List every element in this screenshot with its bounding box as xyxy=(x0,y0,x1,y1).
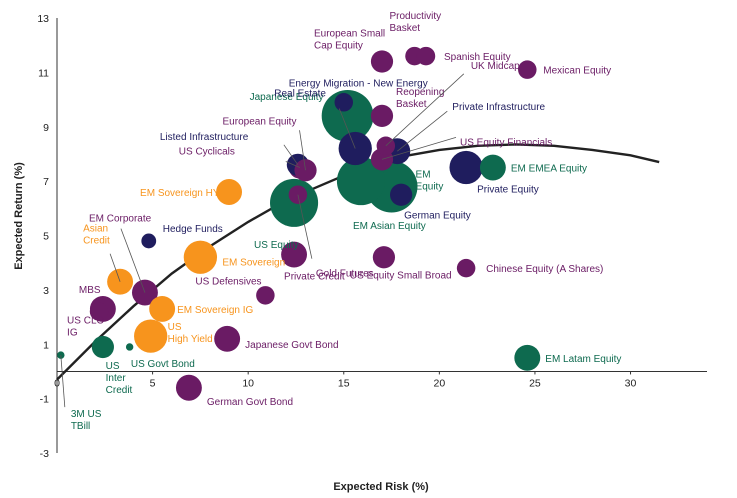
label-em-latam-equity: EM Latam Equity xyxy=(545,354,621,365)
point-us-high-yield xyxy=(134,319,168,353)
leader-line xyxy=(397,110,448,152)
label-us-equity-financials: US Equity Financials xyxy=(460,137,552,148)
leader-line xyxy=(381,136,457,160)
x-tick-label: 10 xyxy=(242,377,254,389)
points-layer xyxy=(57,46,541,401)
label-3m-us-tbill: 3M US TBill xyxy=(71,409,102,432)
point-german-equity xyxy=(390,183,413,206)
point-asian-credit xyxy=(107,268,134,295)
label-us-high-yield: US High Yield xyxy=(168,322,213,345)
point-spanish-equity xyxy=(416,46,436,66)
point-energy-migration-new-energy xyxy=(334,93,354,112)
point-em-sovereign xyxy=(183,240,218,274)
leader-line xyxy=(338,108,356,149)
label-reopening-basket: Reopening Basket xyxy=(396,87,444,110)
label-em-asian-equity: EM Asian Equity xyxy=(353,221,426,232)
point-hedge-funds xyxy=(141,233,157,249)
point-us-equity-small-broad xyxy=(372,246,396,269)
label-us-cyclicals: US Cyclicals xyxy=(179,147,235,158)
label-em-corporate: EM Corporate xyxy=(89,214,152,225)
label-em-sovereign-hy: EM Sovereign HY xyxy=(140,188,220,199)
y-tick-label: -1 xyxy=(40,394,49,406)
point-us-defensives xyxy=(256,286,275,305)
point-us-inter-credit xyxy=(125,343,134,351)
label-us-equity-small-broad: US Equity Small Broad xyxy=(350,270,452,281)
point-mexican-equity xyxy=(518,60,537,79)
label-mbs: MBS xyxy=(79,285,101,296)
point-em-sovereign-hy xyxy=(216,179,243,205)
leader-line xyxy=(109,253,121,282)
leader-line xyxy=(297,194,313,259)
label-em-sovereign-ig: EM Sovereign IG xyxy=(177,305,253,316)
label-private-infrastructure: Private Infrastructure xyxy=(452,102,545,113)
label-european-small-cap-equity: European Small Cap Equity xyxy=(314,29,385,52)
label-em-equity: EM Equity xyxy=(416,170,444,193)
x-axis-title: Expected Risk (%) xyxy=(333,481,429,493)
y-axis-title: Expected Return (%) xyxy=(13,162,25,270)
label-real-estate: Real Estate xyxy=(274,89,326,100)
label-private-credit: Private Credit xyxy=(284,272,345,283)
x-tick-label: 5 xyxy=(150,377,156,389)
label-us-govt-bond: US Govt Bond xyxy=(131,359,195,370)
x-tick-label: 20 xyxy=(434,377,446,389)
label-us-defensives: US Defensives xyxy=(195,276,261,287)
y-tick-label: 5 xyxy=(43,231,49,243)
point-em-emea-equity xyxy=(479,154,506,181)
label-spanish-equity: Spanish Equity xyxy=(444,52,511,63)
leader-line xyxy=(283,144,299,166)
label-asian-credit: Asian Credit xyxy=(83,224,110,247)
label-hedge-funds: Hedge Funds xyxy=(163,224,223,235)
point-em-asian-equity xyxy=(336,157,386,206)
label-chinese-equity-a-shares: Chinese Equity (A Shares) xyxy=(486,264,603,275)
label-gold-futures: Gold Futures xyxy=(316,269,374,280)
leader-line xyxy=(299,130,306,171)
leader-line xyxy=(120,228,146,293)
point-japanese-govt-bond xyxy=(214,325,241,352)
point-german-govt-bond xyxy=(175,374,202,401)
label-mexican-equity: Mexican Equity xyxy=(543,66,611,77)
label-japanese-equity: Japanese Equity xyxy=(250,92,324,103)
point-us-clo-ig xyxy=(89,302,109,321)
label-german-equity: German Equity xyxy=(404,211,471,222)
point-private-equity xyxy=(449,150,483,185)
x-tick-label: 25 xyxy=(529,377,541,389)
label-us-clo-ig: US CLO IG xyxy=(67,316,104,339)
y-tick-label: -3 xyxy=(40,448,49,460)
leader-line xyxy=(60,355,66,408)
label-energy-migration-new-energy: Energy Migration - New Energy xyxy=(289,78,428,89)
leader-line xyxy=(385,73,465,147)
label-japanese-govt-bond: Japanese Govt Bond xyxy=(245,340,338,351)
x-tick-label: 30 xyxy=(625,377,637,389)
label-european-equity: European Equity xyxy=(223,116,297,127)
y-tick-label: 7 xyxy=(43,176,49,188)
point-chinese-equity-a-shares xyxy=(456,258,476,278)
label-uk-midcap: UK Midcap xyxy=(471,61,520,72)
label-listed-infrastructure: Listed Infrastructure xyxy=(160,132,249,143)
y-tick-label: 13 xyxy=(37,13,49,25)
label-productivity-basket: Productivity Basket xyxy=(390,11,442,34)
point-us-govt-bond xyxy=(91,335,114,359)
x-tick-label: 0 xyxy=(54,377,60,389)
label-us-equity: US Equity xyxy=(254,240,298,251)
y-tick-label: 11 xyxy=(38,67,49,79)
label-em-sovereign: EM Sovereign xyxy=(222,257,285,268)
label-em-emea-equity: EM EMEA Equity xyxy=(511,164,587,175)
point-em-latam-equity xyxy=(514,344,541,371)
label-private-equity: Private Equity xyxy=(477,185,539,196)
y-tick-label: 1 xyxy=(43,339,49,351)
point-reopening-basket xyxy=(370,104,394,127)
point-private-credit xyxy=(281,241,308,268)
x-tick-label: 15 xyxy=(338,377,350,389)
y-tick-label: 9 xyxy=(43,122,49,134)
point-european-small-cap-equity xyxy=(370,50,394,73)
leader-line xyxy=(285,161,300,168)
label-german-govt-bond: German Govt Bond xyxy=(207,397,293,408)
point-em-sovereign-ig xyxy=(149,295,176,322)
y-tick-label: 3 xyxy=(43,285,49,297)
label-us-inter-credit: US Inter Credit xyxy=(106,361,133,396)
